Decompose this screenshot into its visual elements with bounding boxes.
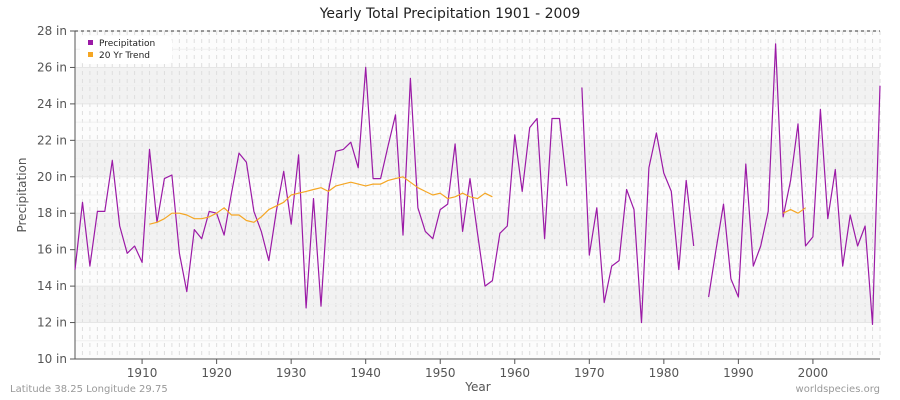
svg-text:1940: 1940	[350, 366, 381, 380]
svg-text:1910: 1910	[127, 366, 158, 380]
legend-label: 20 Yr Trend	[99, 51, 151, 61]
legend-item-precipitation: Precipitation	[88, 38, 155, 50]
precipitation-swatch-icon	[88, 40, 93, 45]
svg-text:1970: 1970	[574, 366, 605, 380]
x-axis-label: Year	[465, 380, 491, 394]
legend: Precipitation 20 Yr Trend	[80, 36, 172, 64]
svg-text:14 in: 14 in	[37, 279, 67, 293]
source-link[interactable]: worldspecies.org	[795, 384, 880, 395]
svg-text:20 in: 20 in	[37, 170, 67, 184]
svg-text:26 in: 26 in	[37, 60, 67, 74]
svg-text:1960: 1960	[499, 366, 530, 380]
svg-text:1980: 1980	[649, 366, 680, 380]
svg-text:24 in: 24 in	[37, 97, 67, 111]
svg-text:22 in: 22 in	[37, 133, 67, 147]
svg-text:16 in: 16 in	[37, 243, 67, 257]
svg-text:18 in: 18 in	[37, 206, 67, 220]
svg-text:12 in: 12 in	[37, 316, 67, 330]
svg-text:1950: 1950	[425, 366, 456, 380]
svg-text:1920: 1920	[201, 366, 232, 380]
svg-text:10 in: 10 in	[37, 352, 67, 366]
chart-title: Yearly Total Precipitation 1901 - 2009	[319, 6, 581, 22]
legend-label: Precipitation	[99, 39, 156, 49]
svg-text:1990: 1990	[723, 366, 754, 380]
trend-swatch-icon	[88, 52, 93, 57]
location-note: Latitude 38.25 Longitude 29.75	[10, 384, 168, 395]
legend-item-trend: 20 Yr Trend	[88, 50, 150, 62]
y-axis-label: Precipitation	[15, 157, 29, 233]
svg-text:1930: 1930	[276, 366, 307, 380]
svg-text:2000: 2000	[798, 366, 829, 380]
svg-text:28 in: 28 in	[37, 24, 67, 38]
